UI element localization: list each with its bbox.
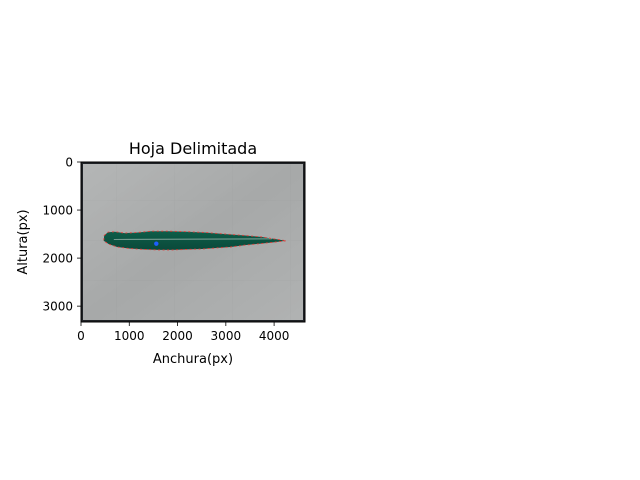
x-tick-label: 0 [77, 329, 85, 343]
x-tick-label: 4000 [259, 329, 290, 343]
y-axis-label: Altura(px) [16, 209, 31, 274]
y-tick-label: 1000 [42, 204, 73, 218]
y-tick-label: 2000 [42, 252, 73, 266]
axes-frame [80, 161, 306, 323]
leaf-shape [103, 231, 287, 250]
centroid-point [154, 241, 159, 246]
chart-title: Hoja Delimitada [129, 139, 257, 158]
x-tick-label: 2000 [162, 329, 193, 343]
x-tick-label: 3000 [211, 329, 242, 343]
y-tick-label: 3000 [42, 300, 73, 314]
y-tick-label: 0 [65, 156, 73, 170]
x-tick-label: 1000 [114, 329, 145, 343]
x-axis-label: Anchura(px) [153, 352, 233, 367]
